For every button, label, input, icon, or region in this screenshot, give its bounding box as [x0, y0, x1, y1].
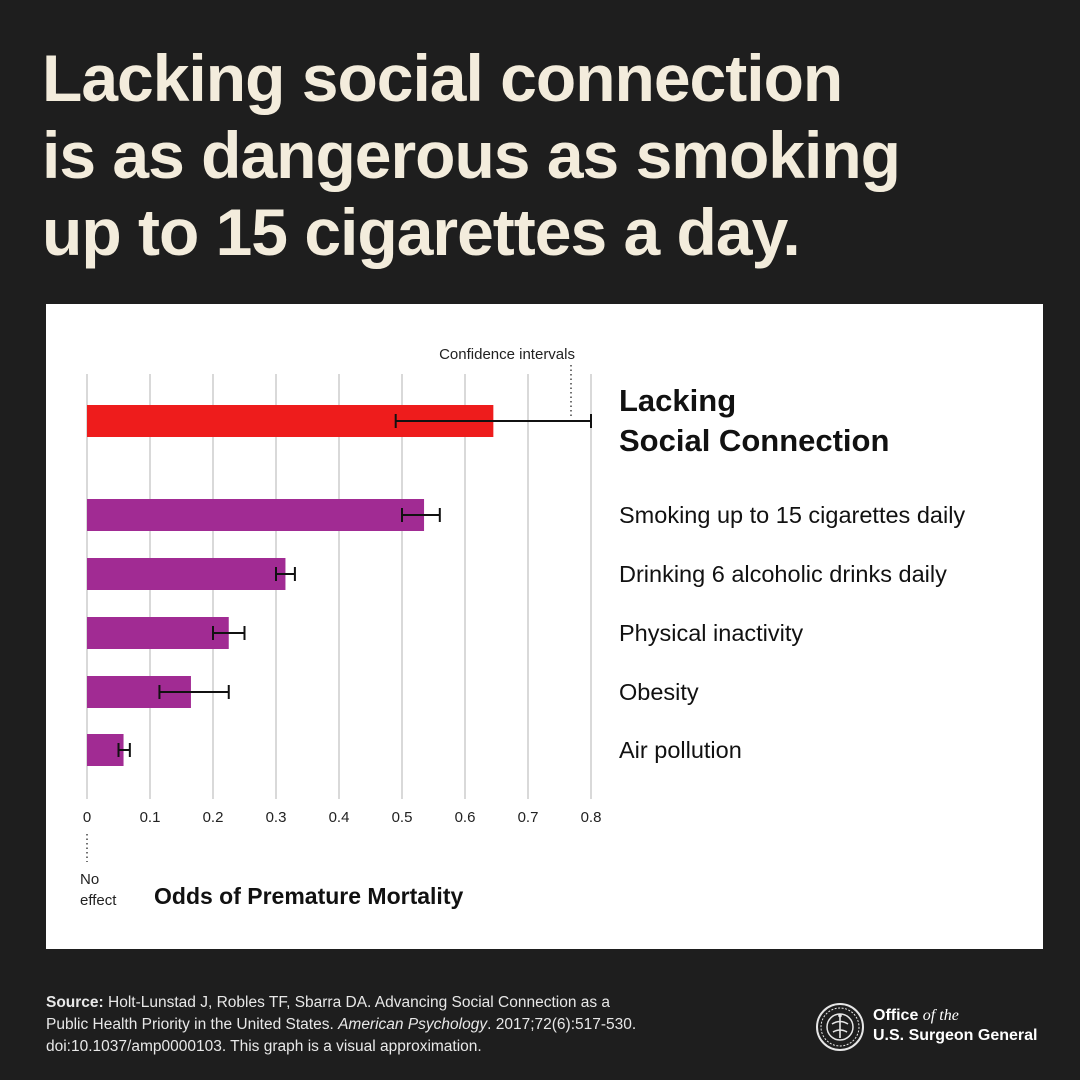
category-label: Drinking 6 alcoholic drinks daily: [619, 561, 947, 587]
logo-office: Office: [873, 1007, 919, 1024]
category-label: Smoking up to 15 cigarettes daily: [619, 502, 965, 528]
x-axis-title: Odds of Premature Mortality: [154, 883, 463, 909]
x-tick-label: 0: [83, 809, 91, 826]
source-line-1: Holt-Lunstad J, Robles TF, Sbarra DA. Ad…: [108, 994, 611, 1011]
category-label: Air pollution: [619, 737, 742, 763]
bar: [87, 734, 124, 766]
bar: [87, 558, 286, 590]
logo-name: U.S. Surgeon General: [873, 1027, 1038, 1044]
x-tick-label: 0.5: [392, 809, 413, 826]
x-tick-label: 0.8: [581, 809, 602, 826]
logo-text: Office of the U.S. Surgeon General: [873, 1006, 1037, 1046]
category-label: Physical inactivity: [619, 620, 803, 646]
surgeon-general-seal-icon: [816, 1003, 864, 1051]
x-tick-label: 0.3: [266, 809, 287, 826]
surgeon-general-logo: Office of the U.S. Surgeon General: [815, 1000, 1045, 1056]
headline-line-1: Lacking social connection: [42, 41, 843, 115]
category-label: Social Connection: [619, 423, 889, 458]
x-tick-label: 0.2: [203, 809, 224, 826]
x-tick-label: 0.4: [329, 809, 350, 826]
headline: Lacking social connection is as dangerou…: [42, 40, 1052, 271]
source-label: Source:: [46, 994, 104, 1011]
category-label: Lacking: [619, 383, 736, 418]
logo-of-the: of the: [922, 1007, 959, 1024]
headline-line-3: up to 15 cigarettes a day.: [42, 195, 801, 269]
source-citation: Source: Holt-Lunstad J, Robles TF, Sbarr…: [46, 992, 766, 1058]
headline-line-2: is as dangerous as smoking: [42, 118, 901, 192]
category-label: Obesity: [619, 679, 699, 705]
source-line-2a: Public Health Priority in the United Sta…: [46, 1016, 334, 1033]
bar: [87, 617, 229, 649]
x-tick-label: 0.7: [518, 809, 539, 826]
source-line-3: doi:10.1037/amp0000103. This graph is a …: [46, 1038, 482, 1055]
source-journal: American Psychology: [338, 1016, 488, 1033]
x-tick-label: 0.6: [455, 809, 476, 826]
x-tick-label: 0.1: [140, 809, 161, 826]
bar: [87, 499, 425, 531]
mortality-bar-chart: 0 0.1 0.2 0.3 0.4 0.5 0.6 0.7 0.8 Lacking Social …: [80, 346, 965, 909]
chart-card: 0 0.1 0.2 0.3 0.4 0.5 0.6 0.7 0.8 Lacking Social …: [46, 304, 1043, 949]
confidence-intervals-note: Confidence intervals: [439, 346, 575, 363]
source-line-2b: . 2017;72(6):517-530.: [487, 1016, 637, 1033]
no-effect-label: effect: [80, 892, 117, 909]
no-effect-label: No: [80, 871, 99, 888]
